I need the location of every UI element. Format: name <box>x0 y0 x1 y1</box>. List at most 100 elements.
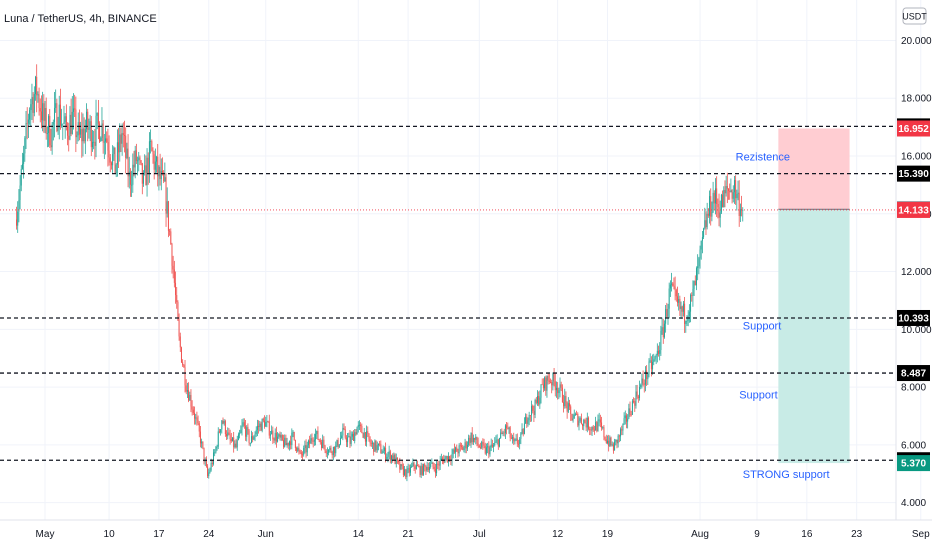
candle-body <box>78 122 80 135</box>
candle-body <box>124 135 126 136</box>
candle-body <box>736 193 738 199</box>
candle-body <box>732 192 734 199</box>
candle-body <box>253 437 255 440</box>
candle-body <box>738 192 740 216</box>
candle-body <box>30 104 32 111</box>
level-price-tag-bg <box>897 165 930 182</box>
candle-body <box>476 436 478 444</box>
annotation-label[interactable]: STRONG support <box>743 469 830 481</box>
candle-body <box>49 116 51 146</box>
candle-body <box>659 350 661 354</box>
candle-body <box>635 391 637 406</box>
candle-body <box>672 283 674 286</box>
candle-body <box>158 166 160 177</box>
candle-body <box>342 427 344 436</box>
candle-body <box>329 447 331 450</box>
candle-body <box>536 396 538 403</box>
candle-body <box>39 107 41 112</box>
candle-body <box>83 128 85 142</box>
candle-body <box>29 110 31 120</box>
take-profit-zone[interactable] <box>778 209 850 464</box>
candle-body <box>18 200 20 212</box>
candle-body <box>417 464 419 467</box>
candle-body <box>569 403 571 407</box>
candle-body <box>584 420 586 423</box>
candle-body <box>430 463 432 467</box>
candle-body <box>63 121 65 124</box>
candle-body <box>366 431 368 442</box>
candle-body <box>453 449 455 453</box>
candle-body <box>245 425 247 437</box>
candle-body <box>729 190 731 193</box>
candle-body <box>660 330 662 351</box>
candle-body <box>675 290 677 297</box>
candle-body <box>662 327 664 338</box>
candle-body <box>269 434 271 436</box>
candle-body <box>434 469 436 474</box>
candle-body <box>76 135 78 138</box>
candle-body <box>35 76 37 95</box>
time-axis[interactable]: May 10 17 24 Jun 14 21 Jul 12 19 Aug 9 16 23 Sep <box>36 529 931 540</box>
candle-body <box>17 211 19 226</box>
horizontal-levels[interactable] <box>0 125 896 461</box>
candle-body <box>172 265 174 270</box>
candle-body <box>80 129 82 135</box>
candle-body <box>528 414 530 421</box>
annotation-label[interactable]: Support <box>739 390 778 402</box>
candle-body <box>628 408 630 419</box>
candle-body <box>629 408 631 415</box>
candle-body <box>169 230 171 232</box>
candle-body <box>131 184 133 186</box>
annotation-label[interactable]: Support <box>743 320 782 332</box>
candle-body <box>733 180 735 193</box>
candle-body <box>713 192 715 204</box>
candle-body <box>86 111 88 130</box>
candle-body <box>202 441 204 448</box>
candle-body <box>653 359 655 363</box>
candle-body <box>290 441 292 446</box>
level-price-tag: 10.393 <box>898 313 929 324</box>
candle-body <box>570 406 572 414</box>
candle-body <box>36 76 38 96</box>
candle-body <box>534 400 536 415</box>
candle-body <box>412 462 414 466</box>
candle-body <box>296 448 298 451</box>
candle-body <box>121 133 123 144</box>
annotations[interactable]: Rezistence Support Support STRONG support <box>736 151 830 481</box>
annotation-label[interactable]: Rezistence <box>736 151 790 163</box>
candle-body <box>166 201 168 214</box>
price-tag: 5.370 <box>901 459 926 470</box>
candle-body <box>51 124 53 148</box>
candle-body <box>382 450 384 454</box>
candle-body <box>345 437 347 443</box>
candle-body <box>401 464 403 467</box>
candle-body <box>500 432 502 438</box>
candle-body <box>105 138 107 142</box>
candle-body <box>423 464 425 475</box>
candle-body <box>90 121 92 148</box>
candle-body <box>46 132 48 134</box>
candle-body <box>563 402 565 407</box>
currency-button[interactable]: USDT <box>902 7 927 25</box>
candle-body <box>501 432 503 435</box>
candle-body <box>598 419 600 421</box>
candle-body <box>57 127 59 131</box>
candle-body <box>221 420 223 430</box>
candle-body <box>383 447 385 451</box>
candle-body <box>564 395 566 407</box>
candle-body <box>285 437 287 446</box>
candle-body <box>339 438 341 445</box>
position-zones[interactable] <box>778 128 850 464</box>
candle-body <box>663 323 665 338</box>
candle-body <box>592 426 594 430</box>
candle-body <box>414 466 416 470</box>
candle-body <box>731 190 733 199</box>
candle-body <box>485 447 487 454</box>
candle-body <box>409 467 411 473</box>
candle-body <box>674 286 676 291</box>
stop-loss-zone[interactable] <box>778 128 850 210</box>
candle-body <box>230 439 232 442</box>
candle-body <box>529 414 531 416</box>
candle-body <box>363 432 365 438</box>
